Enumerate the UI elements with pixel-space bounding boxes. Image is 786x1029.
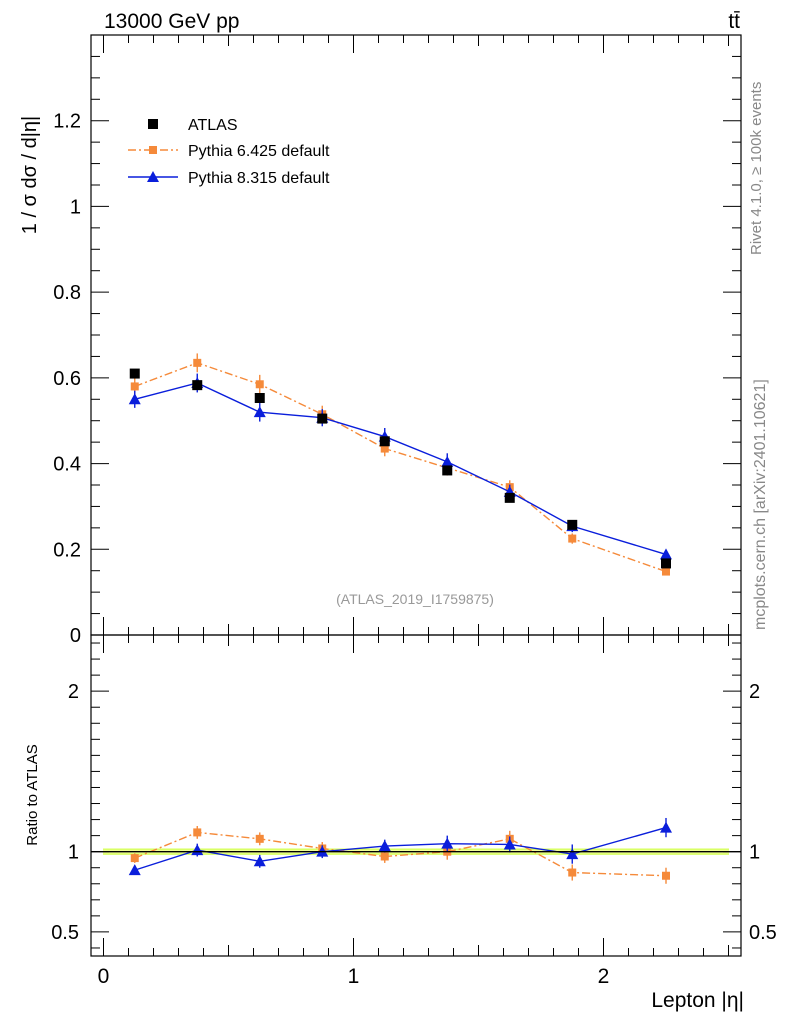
x-tick-label: 2 [598,965,610,988]
ratio-pythia6-point [193,828,202,837]
ratio-plot-frame [90,634,742,957]
main-y-tick-label: 1 [70,196,81,218]
ratio-pythia6-point [568,868,577,877]
main-atlas-point [442,465,453,476]
main-pythia6-point [255,380,264,389]
ratio-pythia6-point [380,852,389,861]
ratio-pythia8-point [378,840,391,852]
main-y-tick-label: 1.2 [53,111,81,133]
main-pythia6-point [130,382,139,391]
main-pythia6-point [662,567,670,576]
main-pythia8-line [134,382,667,556]
ratio-pythia8-point [660,821,672,833]
main-y-tick-label: 0.8 [53,282,81,304]
legend-marker-pythia8 [147,171,159,182]
main-y-tick-label: 0.6 [53,368,81,390]
main-pythia8-point [253,406,266,418]
ratio-y-tick-label-right: 1 [749,842,760,864]
main-y-tick-label: 0.2 [53,539,81,561]
ratio-pythia6-point [662,871,670,880]
main-atlas-point [504,492,515,503]
main-atlas-point [661,558,671,569]
watermark-label: (ATLAS_2019_I1759875) [336,591,494,607]
main-pythia8-point [128,393,141,405]
x-tick-label: 0 [98,965,110,988]
legend-label-atlas: ATLAS [188,117,238,134]
main-atlas-point [317,413,328,424]
ratio-y-axis-label: Ratio to ATLAS [24,744,41,845]
main-pythia6-point [193,358,202,367]
main-y-tick-label: 0 [70,625,81,647]
main-atlas-point [379,436,390,447]
energy-label: 13000 GeV pp [104,10,239,33]
legend-label-pythia6: Pythia 6.425 default [188,143,330,160]
rivet-label: Rivet 4.1.0, ≥ 100k events [748,82,765,255]
main-y-tick-label: 0.4 [53,454,81,476]
ratio-y-tick-label-right: 2 [749,681,760,703]
legend-marker-pythia6 [149,146,157,154]
ratio-pythia8-point [441,837,454,849]
main-atlas-point [567,519,578,530]
legend-label-pythia8: Pythia 8.315 default [188,170,330,187]
main-pythia6-point [568,534,577,543]
main-atlas-point [192,380,203,391]
ratio-pythia8-point [566,848,579,860]
process-label: tt̄ [728,10,740,33]
main-pythia8-point [660,548,672,560]
ratio-pythia8-point [128,864,141,876]
legend-marker-atlas [148,119,158,129]
main-y-axis-label: 1 / σ dσ / d|η| [19,116,41,234]
ratio-pythia6-point [130,854,139,863]
main-atlas-point [254,393,265,403]
ratio-y-tick-label-left: 0.5 [51,922,79,944]
main-pythia8-point [441,455,454,467]
x-axis-label: Lepton |η| [651,989,744,1012]
ratio-y-tick-label-left: 1 [68,842,79,864]
ratio-y-tick-label-left: 2 [68,681,79,703]
main-pythia6-line [134,362,667,573]
ratio-pythia8-point [253,855,266,867]
main-atlas-point [129,368,140,379]
x-tick-label: 1 [348,965,360,988]
ratio-pythia8-point [503,838,516,850]
source-label: mcplots.cern.ch [arXiv:2401.10621] [752,379,769,630]
ratio-pythia6-point [255,834,264,843]
main-pythia6-point [380,444,389,453]
ratio-y-tick-label-right: 0.5 [749,922,777,944]
